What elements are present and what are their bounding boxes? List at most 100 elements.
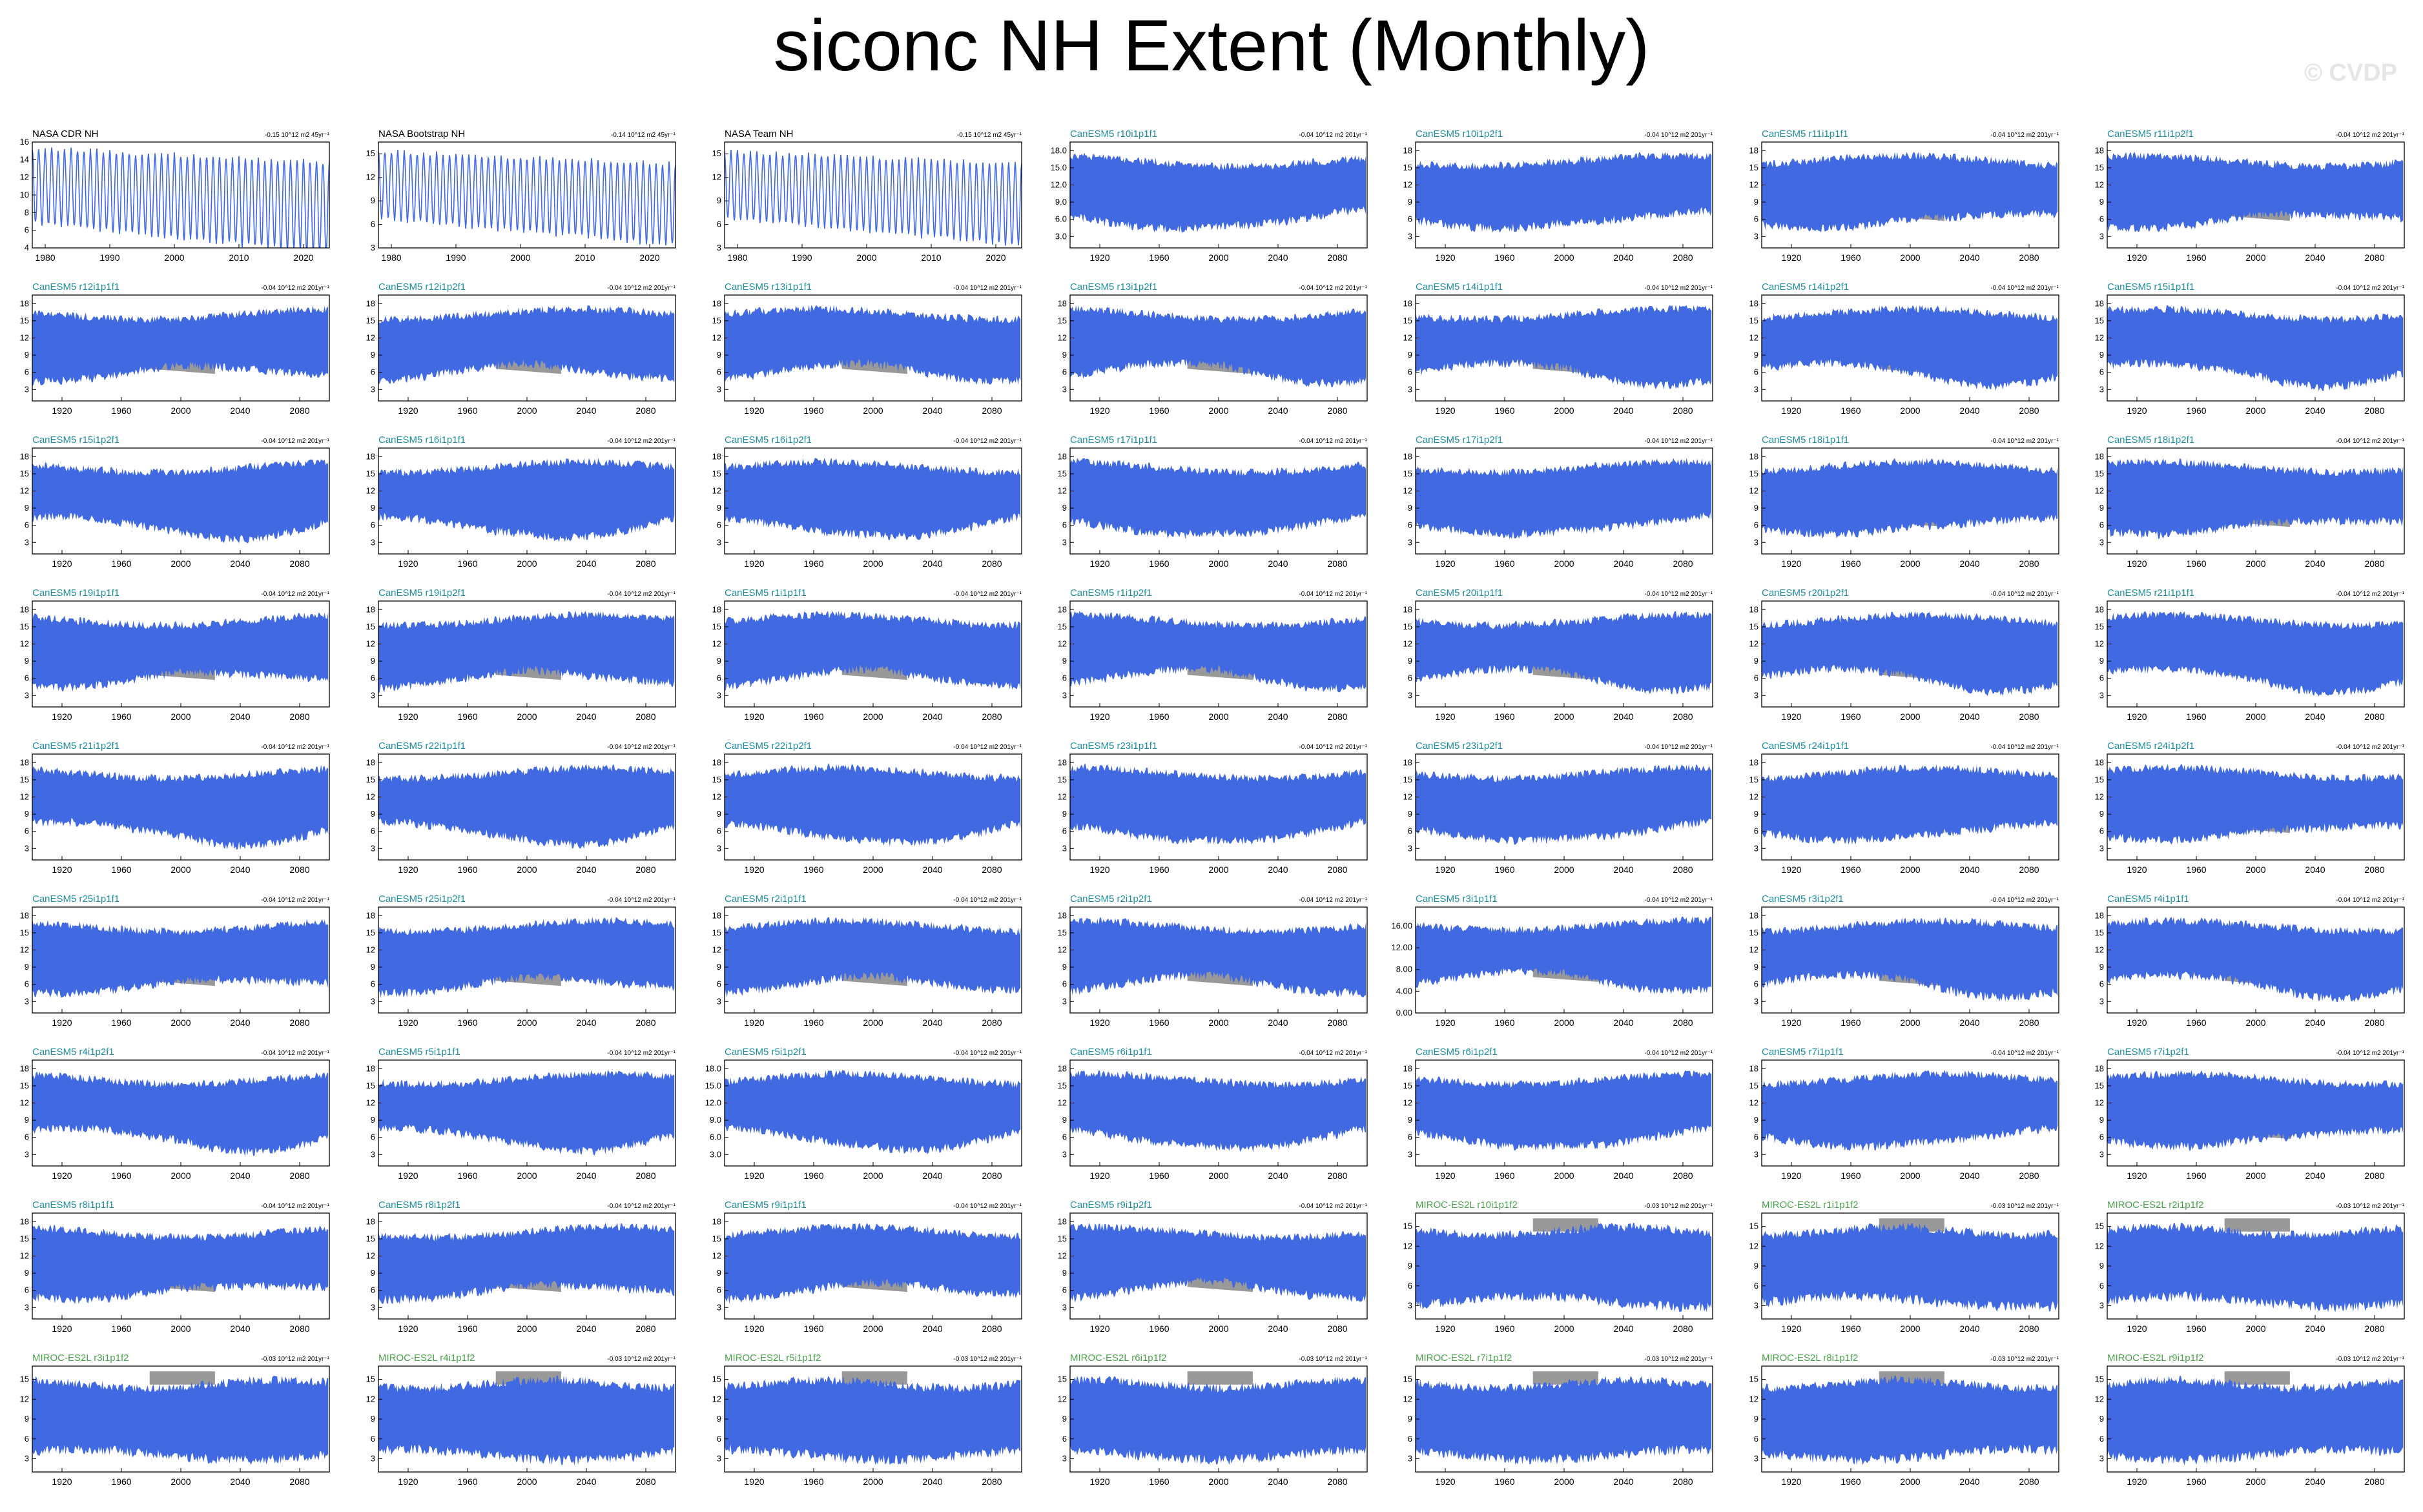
y-tick-label: 6 — [1408, 367, 1412, 377]
y-tick-label: 6 — [717, 367, 721, 377]
y-tick-label: 9 — [1062, 503, 1067, 513]
series-envelope — [725, 458, 1021, 540]
series-area — [1762, 917, 2058, 1002]
panel-title: CanESM5 r2i1p1f1 — [725, 894, 807, 904]
y-tick-label: 3 — [1408, 384, 1412, 394]
panel-title: CanESM5 r18i1p1f1 — [1762, 434, 1849, 445]
y-tick-label: 9 — [1408, 809, 1412, 819]
y-tick-label: 18 — [1058, 1216, 1067, 1226]
x-tick-label: 1960 — [1494, 1170, 1514, 1181]
x-tick-label: 1960 — [2186, 1170, 2206, 1181]
panel-title: CanESM5 r7i1p2f1 — [2107, 1047, 2189, 1057]
y-tick-label: 6 — [1754, 1434, 1758, 1444]
obs-band — [1532, 1371, 1598, 1385]
x-tick-label: 2000 — [1208, 252, 1228, 263]
y-tick-label: 15 — [1749, 163, 1758, 172]
x-tick-label: 2000 — [863, 405, 883, 416]
y-tick-label: 6 — [2099, 673, 2104, 683]
y-tick-label: 6 — [717, 520, 721, 530]
x-tick-label: 2040 — [1959, 252, 1979, 263]
x-tick-label: 2000 — [170, 1170, 191, 1181]
panel-title: CanESM5 r18i1p2f1 — [2107, 434, 2194, 445]
x-tick-label: 1960 — [457, 405, 477, 416]
y-tick-label: 15 — [20, 775, 29, 784]
panel-title: CanESM5 r10i1p2f1 — [1416, 128, 1503, 139]
x-tick-label: 1960 — [803, 1323, 823, 1334]
panel-title: CanESM5 r7i1p1f1 — [1762, 1047, 1844, 1057]
y-tick-label: 3 — [1408, 1301, 1412, 1311]
series-area — [1070, 1070, 1366, 1152]
y-tick-label: 12 — [1749, 792, 1758, 801]
y-tick-label: 9 — [1062, 350, 1067, 360]
trend-label: -0.03 10^12 m2 201yr⁻¹ — [1644, 1356, 1713, 1363]
y-tick-label: 6 — [371, 367, 375, 377]
y-tick-label: 4 — [25, 243, 29, 252]
x-tick-label: 2000 — [1208, 405, 1228, 416]
panel-51: CanESM5 r8i1p2f1 -0.04 10^12 m2 201yr⁻¹ 19… — [366, 1200, 676, 1334]
x-tick-label: 1960 — [803, 1170, 823, 1181]
series-area — [1416, 611, 1712, 695]
x-tick-label: 2040 — [1613, 711, 1633, 722]
y-tick-label: 6 — [1408, 1434, 1412, 1444]
y-tick-label: 3 — [2099, 384, 2104, 394]
obs-band — [149, 1371, 215, 1385]
y-tick-label: 6 — [371, 220, 375, 229]
y-tick-label: 12 — [20, 485, 29, 495]
x-tick-label: 1960 — [1840, 711, 1861, 722]
y-tick-label: 6 — [1408, 214, 1412, 224]
x-tick-label: 2000 — [1554, 711, 1574, 722]
series-envelope — [1762, 152, 2058, 233]
y-tick-label: 6 — [1408, 826, 1412, 836]
x-tick-label: 1960 — [1494, 405, 1514, 416]
x-tick-label: 1960 — [1494, 711, 1514, 722]
panel-title: MIROC-ES2L r7i1p1f2 — [1416, 1353, 1512, 1364]
cvdp-watermark: © CVDP — [2304, 59, 2397, 87]
series-envelope — [32, 305, 329, 387]
y-tick-label: 6 — [1408, 1281, 1412, 1291]
trend-label: -0.04 10^12 m2 201yr⁻¹ — [261, 1050, 329, 1057]
y-tick-label: 6 — [1062, 826, 1067, 836]
x-tick-label: 2000 — [170, 1017, 191, 1028]
x-tick-label: 1960 — [2186, 405, 2206, 416]
x-tick-label: 1960 — [1149, 405, 1169, 416]
panel-26: CanESM5 r20i1p1f1 -0.04 10^12 m2 201yr⁻¹ 1… — [1403, 587, 1713, 722]
series-area — [1070, 1223, 1366, 1304]
y-tick-label: 6 — [1754, 1281, 1758, 1291]
y-tick-label: 0.00 — [1396, 1008, 1412, 1017]
series-envelope — [378, 305, 675, 385]
x-tick-label: 2080 — [635, 864, 655, 875]
y-tick-label: 12 — [366, 1394, 375, 1404]
x-tick-label: 1920 — [398, 1170, 418, 1181]
series-area — [725, 1223, 1021, 1304]
x-tick-label: 2040 — [1613, 1017, 1633, 1028]
x-tick-label: 2040 — [1959, 558, 1979, 569]
y-tick-label: 12 — [1403, 1241, 1412, 1251]
x-tick-label: 2080 — [982, 864, 1002, 875]
trend-label: -0.03 10^12 m2 201yr⁻¹ — [1644, 1203, 1713, 1210]
x-tick-label: 2040 — [230, 864, 250, 875]
x-tick-label: 2000 — [1554, 1476, 1574, 1487]
series-area — [725, 611, 1021, 691]
x-tick-label: 1960 — [803, 405, 823, 416]
trend-label: -0.15 10^12 m2 45yr⁻¹ — [265, 132, 330, 139]
y-tick-label: 9 — [25, 1414, 29, 1424]
series-area — [2107, 611, 2404, 697]
panel-title: CanESM5 r3i1p1f1 — [1416, 894, 1498, 904]
x-tick-label: 2000 — [863, 711, 883, 722]
y-tick-label: 15 — [1403, 1081, 1412, 1090]
y-tick-label: 9 — [371, 1115, 375, 1125]
y-tick-label: 6 — [1754, 826, 1758, 836]
series-envelope — [725, 764, 1021, 847]
y-tick-label: 9 — [1408, 503, 1412, 513]
series-envelope — [1416, 152, 1712, 233]
x-tick-label: 2000 — [1900, 864, 1920, 875]
y-tick-label: 3 — [2099, 843, 2104, 853]
y-tick-label: 15 — [2095, 775, 2104, 784]
trend-label: -0.04 10^12 m2 201yr⁻¹ — [1990, 744, 2059, 751]
y-tick-label: 12 — [1403, 1394, 1412, 1404]
trend-label: -0.04 10^12 m2 201yr⁻¹ — [1990, 591, 2059, 598]
y-tick-label: 9 — [371, 809, 375, 819]
x-tick-label: 1920 — [2127, 711, 2147, 722]
y-tick-label: 9 — [2099, 1115, 2104, 1125]
y-tick-label: 18.0 — [705, 1063, 721, 1073]
